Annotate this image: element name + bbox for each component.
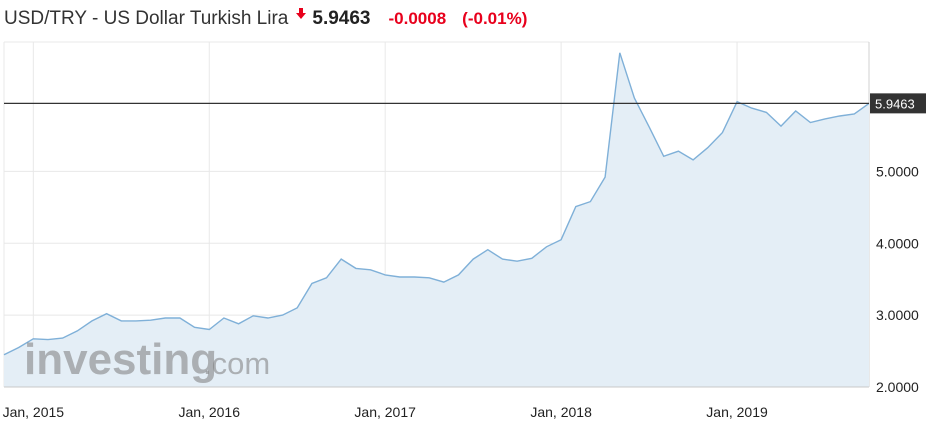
down-arrow-icon [296,7,307,19]
x-tick-label: Jan, 2019 [706,404,768,420]
price-line [3,52,870,356]
x-tick-label: Jan, 2018 [530,404,592,420]
price-change: -0.0008 [388,9,447,28]
y-tick-label: 2.0000 [876,379,919,395]
x-tick-label: Jan, 2016 [179,404,241,420]
x-tick-label: Jan, 2015 [3,404,65,420]
chart-header: USD/TRY - US Dollar Turkish Lira 5.9463 … [4,6,527,32]
current-price-label: 5.9463 [870,93,926,114]
instrument-title: USD/TRY - US Dollar Turkish Lira [4,8,289,29]
price-area [4,52,869,388]
y-tick-label: 4.0000 [876,235,919,251]
price-change-percent: (-0.01%) [462,9,528,28]
y-tick-label: 3.0000 [876,307,919,323]
watermark-logo: investing [24,335,217,384]
current-price: 5.9463 [312,8,371,29]
watermark-logo-suffix: .com [203,346,270,381]
y-tick-label: 5.0000 [876,163,919,179]
axes: 2.0000 3.0000 4.0000 5.0000 Jan, 2015 Jan, 20… [3,163,919,420]
current-price-label-text: 5.9463 [875,96,915,111]
x-tick-label: Jan, 2017 [354,404,416,420]
